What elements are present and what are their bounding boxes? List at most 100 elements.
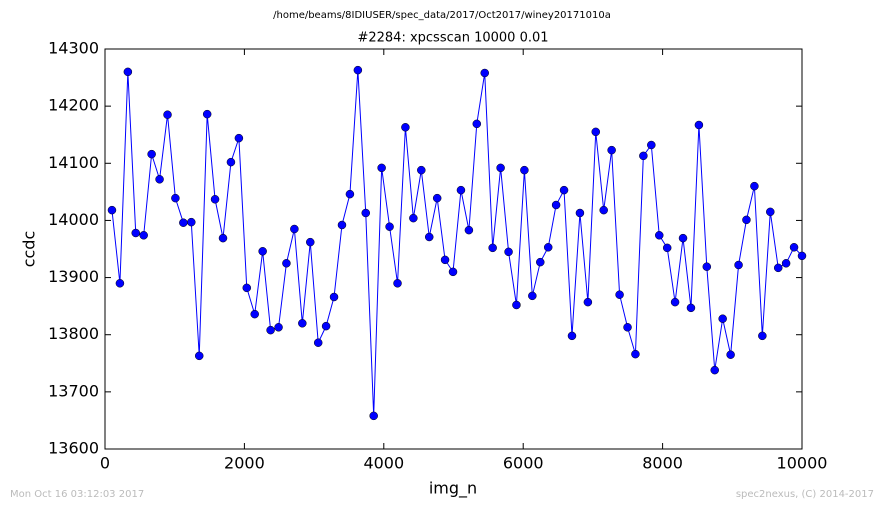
data-point	[313, 338, 323, 347]
data-point	[670, 297, 680, 307]
data-point	[282, 259, 291, 268]
data-point	[488, 243, 497, 253]
y-tick-label: 13900	[48, 267, 99, 286]
data-point	[750, 181, 759, 191]
y-tick-label: 13700	[48, 381, 99, 400]
data-point	[234, 133, 244, 143]
data-point	[551, 200, 561, 210]
data-point	[599, 205, 608, 215]
data-point	[147, 149, 156, 159]
data-point	[139, 231, 148, 240]
data-point	[337, 220, 347, 230]
data-point	[639, 151, 648, 161]
data-point	[266, 325, 275, 335]
y-tick-label: 13800	[48, 324, 99, 343]
data-point	[496, 163, 505, 173]
data-point	[781, 259, 791, 268]
data-point	[155, 175, 164, 184]
data-point	[202, 109, 212, 119]
data-point	[512, 300, 521, 310]
data-point	[448, 267, 458, 277]
data-point	[187, 217, 196, 227]
data-point	[274, 323, 283, 332]
data-point	[409, 213, 418, 223]
data-point	[179, 218, 188, 227]
data-point	[766, 207, 775, 217]
data-point	[773, 263, 783, 273]
data-point	[575, 208, 585, 218]
data-point	[353, 65, 363, 75]
y-tick-label: 14100	[48, 153, 99, 172]
data-point	[131, 228, 140, 238]
chart-title: #2284: xpcsscan 10000 0.01	[357, 31, 548, 46]
data-point	[321, 321, 331, 331]
y-tick-label: 14300	[48, 39, 99, 58]
data-point	[377, 163, 386, 173]
data-point	[702, 262, 712, 271]
data-point	[361, 208, 370, 218]
data-point	[543, 243, 553, 252]
data-point	[797, 251, 807, 261]
data-point	[290, 224, 299, 234]
data-point	[718, 314, 727, 323]
x-tick-label: 0	[100, 454, 110, 473]
data-point	[107, 205, 117, 215]
data-point	[210, 195, 220, 204]
data-point	[591, 127, 601, 137]
y-tick-label: 13600	[48, 439, 99, 458]
data-point	[393, 279, 402, 288]
y-tick-label: 14000	[48, 210, 99, 229]
data-point	[218, 233, 228, 243]
data-point	[615, 290, 624, 299]
y-tick-label: 14200	[48, 96, 99, 115]
data-point	[424, 232, 434, 242]
data-point	[258, 247, 267, 256]
data-point	[758, 331, 767, 341]
data-point	[115, 279, 125, 288]
data-point	[369, 411, 378, 421]
credit: spec2nexus, (C) 2014-2017	[736, 489, 874, 500]
data-point	[432, 193, 442, 203]
x-tick-label: 6000	[503, 454, 544, 473]
data-point	[480, 68, 489, 78]
data-point	[607, 145, 616, 155]
data-point	[742, 215, 751, 225]
data-point	[298, 319, 307, 328]
data-point	[440, 255, 450, 265]
x-tick-label: 4000	[363, 454, 404, 473]
data-point	[694, 120, 704, 130]
data-point	[345, 189, 355, 199]
data-point	[623, 323, 632, 332]
data-line	[111, 70, 803, 416]
data-point	[734, 260, 743, 270]
data-point	[678, 233, 688, 243]
x-tick-label: 2000	[224, 454, 265, 473]
data-point	[504, 247, 513, 257]
data-point	[559, 185, 569, 195]
data-point	[528, 291, 537, 301]
data-point	[401, 123, 410, 132]
data-point	[536, 257, 545, 267]
x-tick-label: 10000	[777, 454, 828, 473]
data-point	[226, 157, 236, 167]
data-point	[171, 193, 180, 203]
plot-frame	[104, 48, 803, 450]
data-point	[123, 67, 133, 77]
timestamp: Mon Oct 16 03:12:03 2017	[10, 489, 144, 500]
data-point	[163, 110, 172, 119]
data-point	[583, 297, 593, 307]
data-point	[385, 222, 394, 231]
data-point	[472, 119, 482, 129]
suptitle: /home/beams/8IDIUSER/spec_data/2017/Oct2…	[273, 10, 611, 21]
data-point	[520, 165, 529, 175]
data-point	[194, 351, 204, 361]
data-point	[329, 292, 339, 302]
x-tick-label: 8000	[642, 454, 683, 473]
data-point	[567, 331, 577, 341]
data-point	[242, 283, 252, 293]
data-point	[464, 225, 474, 235]
data-point	[631, 349, 640, 359]
data-point	[655, 231, 664, 240]
data-point	[647, 140, 656, 150]
